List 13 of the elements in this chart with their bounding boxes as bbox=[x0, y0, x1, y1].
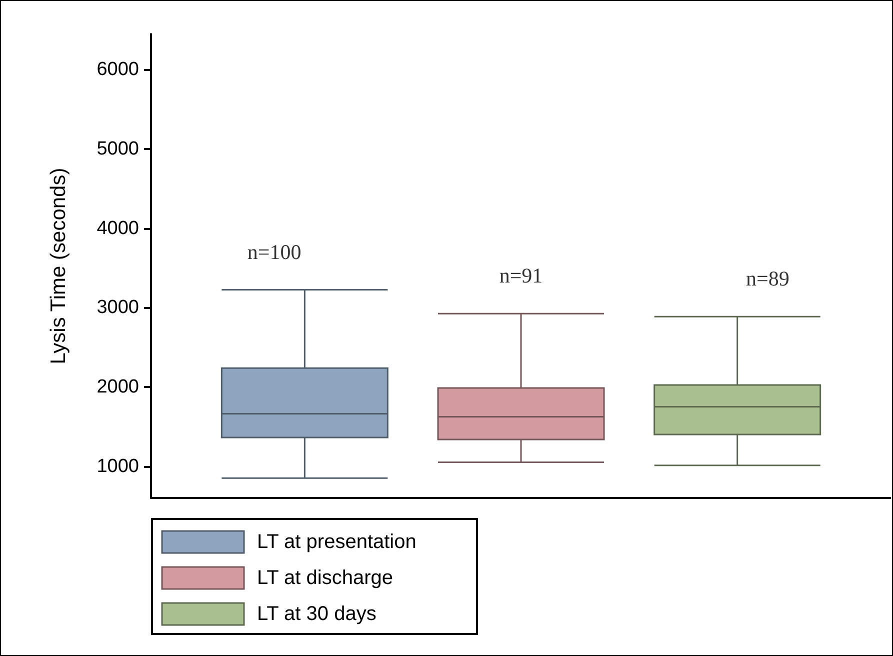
y-tick-label: 2000 bbox=[96, 376, 139, 398]
legend-label: LT at 30 days bbox=[257, 603, 376, 625]
y-axis-title: Lysis Time (seconds) bbox=[47, 168, 70, 364]
y-tick-label: 6000 bbox=[96, 59, 139, 80]
y-tick-label: 5000 bbox=[96, 138, 139, 160]
legend-label: LT at discharge bbox=[257, 567, 394, 589]
annotation: n=100 bbox=[247, 240, 302, 264]
annotation: n=91 bbox=[499, 264, 543, 288]
annotation: n=89 bbox=[746, 266, 790, 291]
y-tick-label: 1000 bbox=[96, 456, 139, 477]
legend-label: LT at presentation bbox=[257, 531, 416, 553]
y-tick-label: 4000 bbox=[96, 218, 139, 239]
y-tick-label: 3000 bbox=[96, 297, 139, 318]
